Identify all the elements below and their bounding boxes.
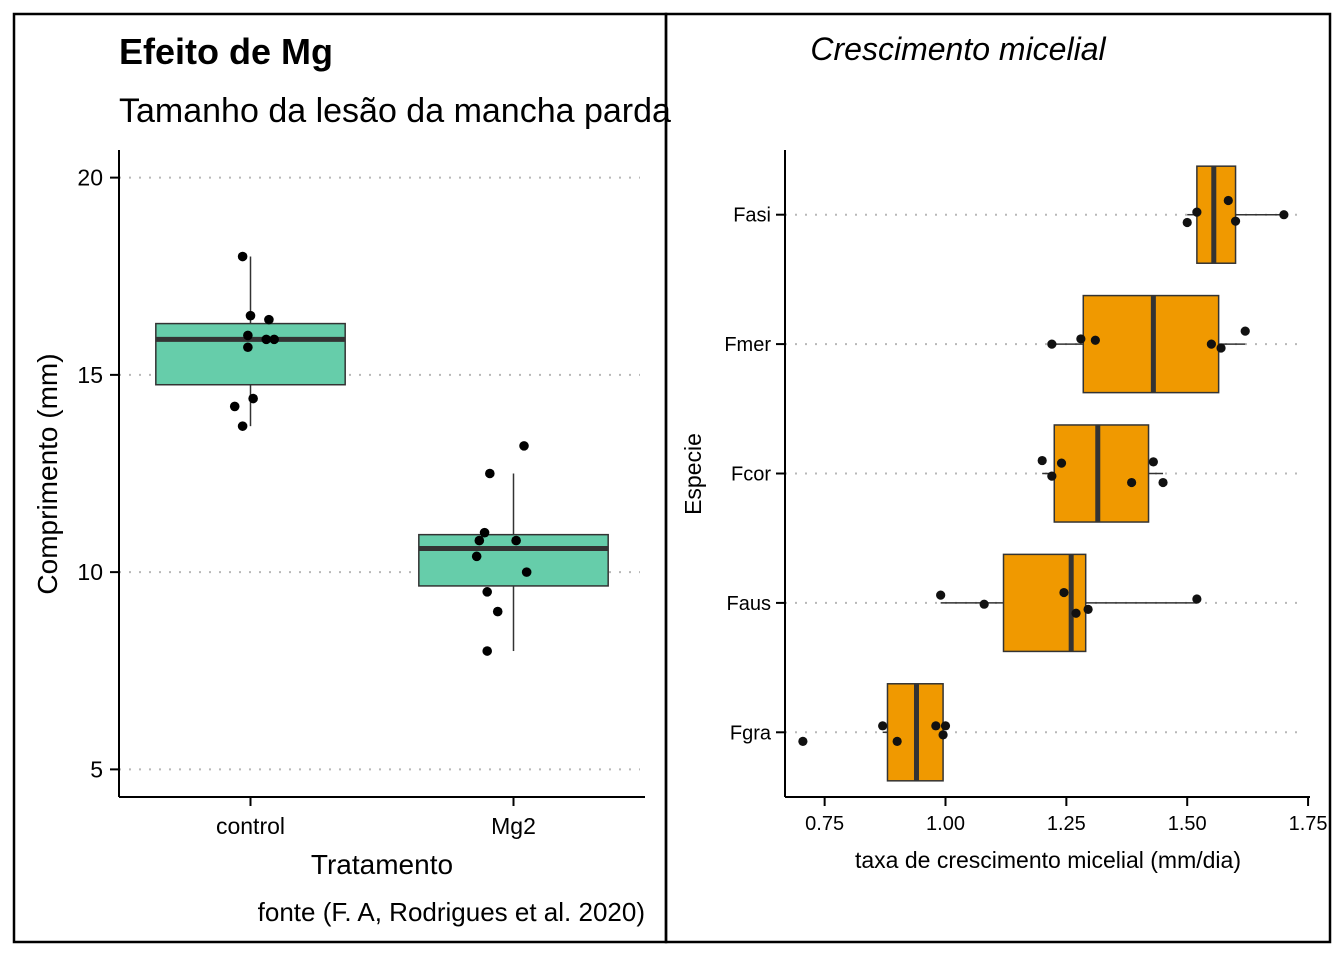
- left-data-point: [492, 606, 503, 617]
- left-data-point: [482, 587, 493, 597]
- left-chart-title: Efeito de Mg: [119, 31, 333, 72]
- right-x-tick-label: 0.75: [805, 813, 844, 835]
- right-data-point: [1158, 477, 1168, 488]
- left-data-point: [485, 468, 495, 479]
- right-x-tick-label: 1.00: [926, 813, 965, 835]
- left-data-point: [243, 342, 253, 353]
- right-data-point: [938, 730, 948, 740]
- right-data-point: [940, 721, 951, 731]
- left-y-tick-label: 20: [77, 165, 103, 191]
- right-x-ticks: 0.75 1.00 1.25 1.50 1.75: [805, 797, 1328, 835]
- left-gridlines: [119, 176, 640, 771]
- left-data-point: [237, 421, 248, 431]
- right-data-point: [1206, 339, 1216, 349]
- right-x-tick-label: 1.50: [1168, 813, 1207, 835]
- right-data-point: [1083, 604, 1093, 614]
- left-data-point: [511, 535, 521, 546]
- right-y-tick-label: Faus: [727, 593, 771, 615]
- right-data-point: [1182, 217, 1192, 228]
- left-x-tick-label: Mg2: [491, 813, 536, 839]
- right-data-point: [1279, 210, 1289, 220]
- left-y-axis-title: Comprimento (mm): [32, 353, 63, 594]
- right-data-point: [892, 736, 902, 746]
- right-panel-border: [664, 12, 1332, 944]
- right-data-point: [1223, 195, 1233, 206]
- left-data-point: [269, 334, 279, 345]
- left-data-point: [243, 330, 253, 341]
- left-y-ticks: 5 10 15 20: [77, 165, 119, 782]
- right-x-axis-title: taxa de crescimento micelial (mm/dia): [855, 847, 1241, 873]
- right-points: [798, 195, 1289, 746]
- left-points: [229, 251, 532, 656]
- left-x-tick-label: control: [216, 813, 285, 839]
- right-data-point: [936, 590, 946, 600]
- left-data-point: [479, 527, 490, 538]
- left-data-point: [229, 401, 240, 412]
- right-boxes: [882, 165, 1284, 782]
- right-data-point: [1192, 207, 1202, 217]
- right-data-point: [1037, 455, 1047, 466]
- right-y-tick-label: Fmer: [724, 334, 771, 356]
- right-data-point: [1071, 608, 1081, 618]
- right-data-point: [1127, 477, 1137, 488]
- right-box-Fcor: [1053, 424, 1150, 523]
- left-y-tick-label: 10: [77, 559, 103, 585]
- left-data-point: [521, 567, 532, 577]
- left-x-ticks: control Mg2: [216, 797, 536, 839]
- left-chart-caption: fonte (F. A, Rodrigues et al. 2020): [258, 897, 645, 927]
- right-data-point: [1047, 471, 1057, 481]
- right-data-point: [931, 721, 941, 731]
- right-chart-title: Crescimento micelial: [810, 31, 1106, 67]
- left-chart-subtitle: Tamanho da lesão da mancha parda: [119, 92, 671, 130]
- right-y-tick-label: Fasi: [733, 205, 771, 227]
- right-data-point: [1216, 343, 1226, 353]
- right-data-point: [1076, 334, 1086, 344]
- right-x-tick-label: 1.75: [1289, 813, 1328, 835]
- left-panel-border: [12, 12, 668, 944]
- left-data-point: [245, 310, 256, 321]
- left-y-tick-label: 15: [77, 362, 103, 388]
- right-y-tick-label: Fgra: [730, 722, 772, 744]
- right-data-point: [1059, 587, 1069, 598]
- right-x-tick-label: 1.25: [1047, 813, 1086, 835]
- right-y-ticks: Fasi Fmer Fcor Faus Fgra: [724, 205, 785, 744]
- left-x-axis-title: Tratamento: [311, 849, 453, 880]
- left-boxes: [155, 256, 609, 652]
- left-data-point: [264, 314, 274, 325]
- left-data-point: [237, 251, 248, 262]
- right-data-point: [1047, 339, 1057, 349]
- left-data-point: [471, 551, 482, 562]
- left-data-point: [482, 646, 493, 656]
- left-data-point: [261, 334, 272, 345]
- right-data-point: [1192, 594, 1202, 604]
- left-y-tick-label: 5: [90, 756, 103, 782]
- right-y-axis-title: Especie: [680, 433, 706, 515]
- left-data-point: [474, 535, 485, 546]
- right-data-point: [1090, 335, 1100, 345]
- right-data-point: [878, 721, 888, 731]
- right-data-point: [979, 599, 989, 609]
- right-data-point: [798, 736, 808, 746]
- right-data-point: [1230, 216, 1241, 226]
- right-y-tick-label: Fcor: [731, 464, 771, 486]
- right-data-point: [1148, 457, 1158, 467]
- left-data-point: [248, 393, 258, 404]
- right-data-point: [1056, 458, 1067, 468]
- left-data-point: [519, 441, 529, 451]
- right-data-point: [1240, 326, 1250, 336]
